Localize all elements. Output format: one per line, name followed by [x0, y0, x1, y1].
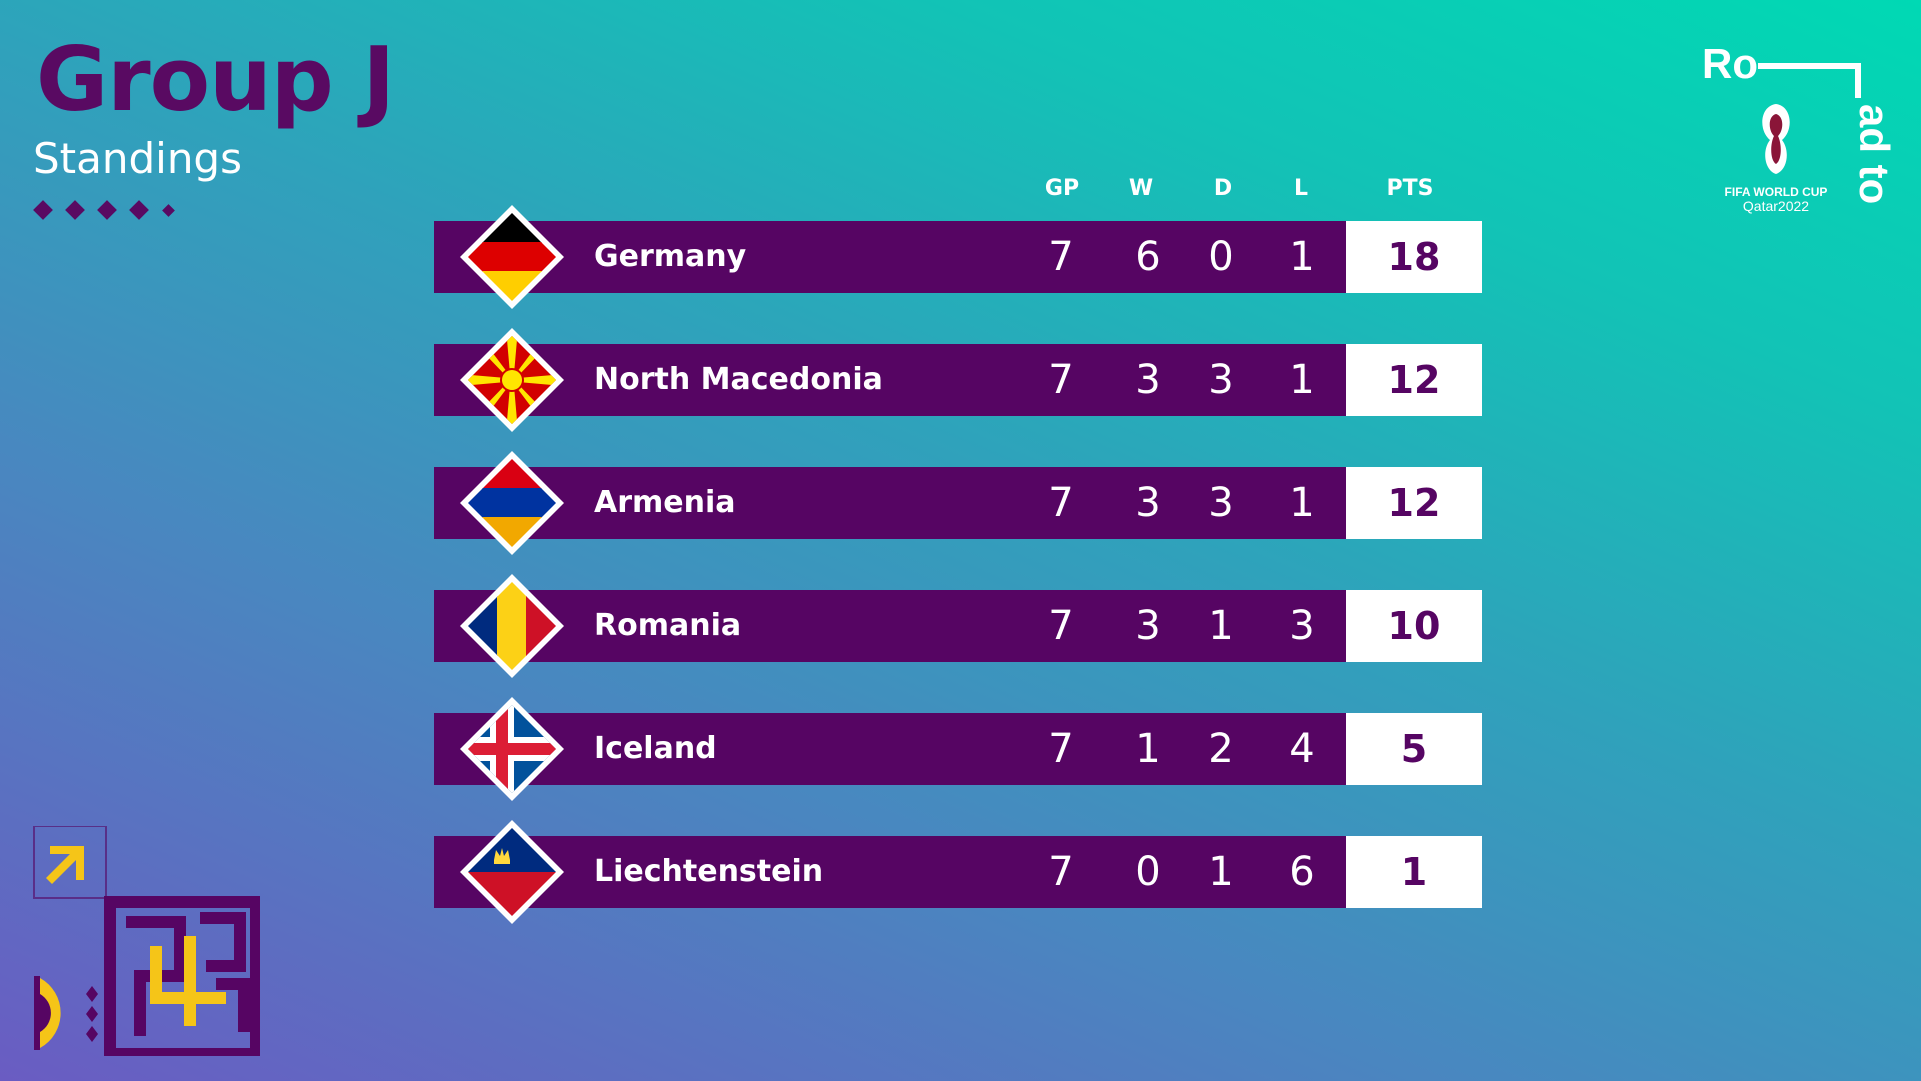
draws: 3: [1208, 357, 1234, 403]
column-header-d: D: [1213, 176, 1233, 201]
standings-subtitle: Standings: [33, 134, 242, 183]
wins: 1: [1135, 726, 1161, 772]
points: 10: [1346, 590, 1482, 662]
points: 5: [1346, 713, 1482, 785]
svg-text:Ro: Ro: [1702, 40, 1758, 87]
losses: 1: [1289, 357, 1315, 403]
wins: 3: [1135, 357, 1161, 403]
decorative-pattern: [33, 826, 260, 1056]
points: 1: [1346, 836, 1482, 908]
games-played: 7: [1048, 726, 1074, 772]
team-name: Iceland: [594, 731, 717, 766]
draws: 2: [1208, 726, 1234, 772]
draws: 1: [1208, 849, 1234, 895]
table-row: Armenia 7 3 3 1 12: [434, 451, 1482, 555]
losses: 4: [1289, 726, 1315, 772]
table-row: Iceland 7 1 2 4 5: [434, 697, 1482, 801]
points: 12: [1346, 467, 1482, 539]
losses: 6: [1289, 849, 1315, 895]
losses: 1: [1289, 234, 1315, 280]
liechtenstein-flag-icon: [460, 820, 564, 924]
team-name: Liechtenstein: [594, 854, 824, 889]
arrow-icon: [46, 846, 84, 884]
table-row: Liechtenstein 7 0 1 6 1: [434, 820, 1482, 924]
team-name: North Macedonia: [594, 362, 883, 397]
points: 12: [1346, 344, 1482, 416]
wins: 0: [1135, 849, 1161, 895]
iceland-flag-icon: [460, 697, 564, 801]
table-row: Romania 7 3 1 3 10: [434, 574, 1482, 678]
table-row: Germany 7 6 0 1 18: [434, 205, 1482, 309]
north-macedonia-flag-icon: [460, 328, 564, 432]
column-header-gp: GP: [1044, 176, 1080, 201]
svg-text:ad to: ad to: [1851, 104, 1898, 204]
games-played: 7: [1048, 234, 1074, 280]
games-played: 7: [1048, 603, 1074, 649]
wins: 3: [1135, 603, 1161, 649]
svg-text:FIFA WORLD CUP: FIFA WORLD CUP: [1725, 185, 1828, 199]
games-played: 7: [1048, 480, 1074, 526]
wins: 6: [1135, 234, 1161, 280]
team-name: Germany: [594, 239, 747, 274]
decorative-dots: [33, 200, 175, 220]
draws: 3: [1208, 480, 1234, 526]
road-to-qatar-logo: Ro ad to FIFA WORLD CUP Qatar2022: [1702, 40, 1898, 214]
points: 18: [1346, 221, 1482, 293]
games-played: 7: [1048, 357, 1074, 403]
column-header-pts: PTS: [1386, 176, 1434, 201]
germany-flag-icon: [460, 205, 564, 309]
team-name: Romania: [594, 608, 742, 643]
table-row: North Macedonia 7 3 3 1 12: [434, 328, 1482, 432]
draws: 1: [1208, 603, 1234, 649]
romania-flag-icon: [460, 574, 564, 678]
losses: 1: [1289, 480, 1315, 526]
wins: 3: [1135, 480, 1161, 526]
armenia-flag-icon: [460, 451, 564, 555]
column-header-w: W: [1128, 176, 1154, 201]
games-played: 7: [1048, 849, 1074, 895]
losses: 3: [1289, 603, 1315, 649]
group-title: Group J: [36, 28, 395, 131]
svg-text:Qatar2022: Qatar2022: [1743, 198, 1809, 214]
column-header-l: L: [1293, 176, 1309, 201]
draws: 0: [1208, 234, 1234, 280]
team-name: Armenia: [594, 485, 736, 520]
world-cup-emblem-icon: [1762, 104, 1790, 174]
